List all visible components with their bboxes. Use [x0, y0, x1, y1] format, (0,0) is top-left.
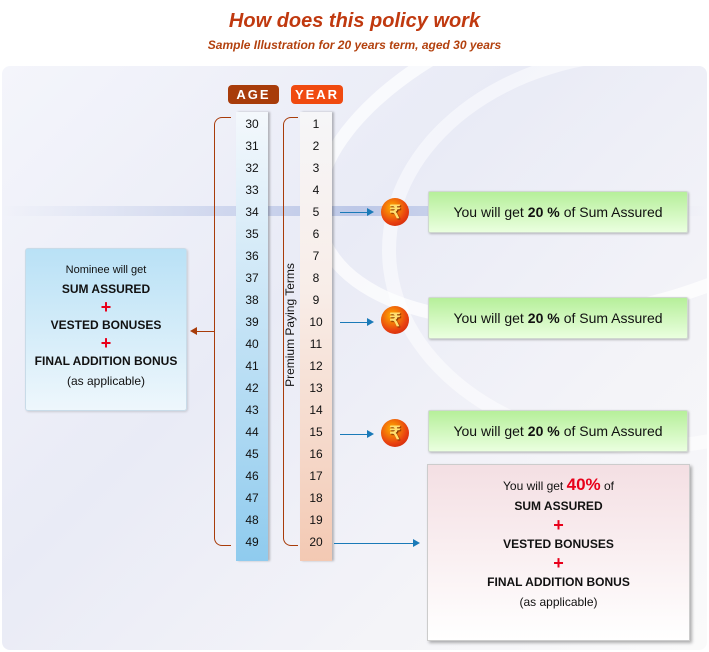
age-bracket: [214, 117, 231, 546]
year-value: 17: [309, 469, 323, 483]
year-value: 3: [312, 161, 320, 175]
age-column: [236, 112, 268, 561]
nominee-intro: Nominee will get: [65, 264, 147, 276]
age-value: 30: [245, 117, 259, 131]
nominee-benefit-box: Nominee will get SUM ASSURED + VESTED BO…: [25, 248, 187, 411]
year-value: 5: [312, 205, 320, 219]
year-value: 20: [309, 535, 323, 549]
maturity-of: of: [603, 479, 614, 493]
year-value: 13: [309, 381, 323, 395]
year-value: 7: [312, 249, 320, 263]
payout-box-year-10: You will get 20 % of Sum Assured: [428, 297, 688, 339]
rupee-icon: ₹: [381, 306, 409, 334]
nominee-final-addition-bonus: FINAL ADDITION BONUS: [34, 354, 178, 368]
age-value: 41: [245, 359, 259, 373]
maturity-sum-assured: SUM ASSURED: [514, 499, 603, 513]
year-bracket: [283, 117, 298, 546]
arrow-right-icon: [340, 430, 374, 438]
age-value: 39: [245, 315, 259, 329]
maturity-benefit-box: You will get 40% of SUM ASSURED + VESTED…: [427, 464, 690, 641]
age-value: 37: [245, 271, 259, 285]
payout-box-year-5: You will get 20 % of Sum Assured: [428, 191, 688, 233]
age-value: 40: [245, 337, 259, 351]
age-value: 33: [245, 183, 259, 197]
age-value: 46: [245, 469, 259, 483]
page-title: How does this policy work: [228, 10, 481, 32]
nominee-connector: [196, 331, 214, 332]
age-value: 47: [245, 491, 259, 505]
premium-paying-terms-label: Premium Paying Terms: [280, 260, 300, 390]
year-value: 9: [312, 293, 320, 307]
rupee-icon: ₹: [381, 419, 409, 447]
year-value: 6: [312, 227, 320, 241]
year-value: 2: [312, 139, 320, 153]
year-value: 16: [309, 447, 323, 461]
age-value: 48: [245, 513, 259, 527]
year-value: 10: [309, 315, 323, 329]
age-value: 35: [245, 227, 259, 241]
nominee-note: (as applicable): [66, 374, 146, 388]
age-value: 32: [245, 161, 259, 175]
year-value: 8: [312, 271, 320, 285]
year-value: 11: [309, 337, 323, 351]
year-value: 12: [309, 359, 323, 373]
page-subtitle: Sample Illustration for 20 years term, a…: [207, 38, 502, 52]
plus-icon: +: [553, 515, 564, 535]
premium-label-text: Premium Paying Terms: [283, 263, 297, 387]
plus-icon: +: [100, 333, 112, 353]
maturity-vested-bonuses: VESTED BONUSES: [503, 537, 614, 551]
maturity-percent: 40%: [566, 475, 601, 494]
age-value: 34: [245, 205, 259, 219]
nominee-sum-assured: SUM ASSURED: [61, 282, 151, 296]
maturity-final-addition-bonus: FINAL ADDITION BONUS: [487, 575, 630, 589]
age-value: 31: [245, 139, 259, 153]
age-header: AGE: [228, 85, 279, 104]
rupee-icon: ₹: [381, 198, 409, 226]
plus-icon: +: [553, 553, 564, 573]
age-value: 38: [245, 293, 259, 307]
year-value: 14: [309, 403, 323, 417]
arrow-right-icon: [340, 318, 374, 326]
age-value: 45: [245, 447, 259, 461]
age-value: 44: [245, 425, 259, 439]
payout-box-year-15: You will get 20 % of Sum Assured: [428, 410, 688, 452]
year-value: 18: [309, 491, 323, 505]
arrow-right-icon: [334, 539, 420, 547]
maturity-note: (as applicable): [519, 595, 598, 609]
nominee-vested-bonuses: VESTED BONUSES: [50, 318, 162, 332]
maturity-prefix: You will get: [503, 479, 564, 493]
year-value: 4: [312, 183, 320, 197]
age-value: 42: [245, 381, 259, 395]
year-header: YEAR: [291, 85, 343, 104]
year-column: [300, 112, 332, 561]
year-value: 15: [309, 425, 323, 439]
arrow-left-icon: [190, 327, 197, 335]
age-value: 36: [245, 249, 259, 263]
age-value: 43: [245, 403, 259, 417]
year-value: 19: [309, 513, 323, 527]
age-value: 49: [245, 535, 259, 549]
year-value: 1: [312, 117, 320, 131]
plus-icon: +: [100, 297, 112, 317]
arrow-right-icon: [340, 208, 374, 216]
